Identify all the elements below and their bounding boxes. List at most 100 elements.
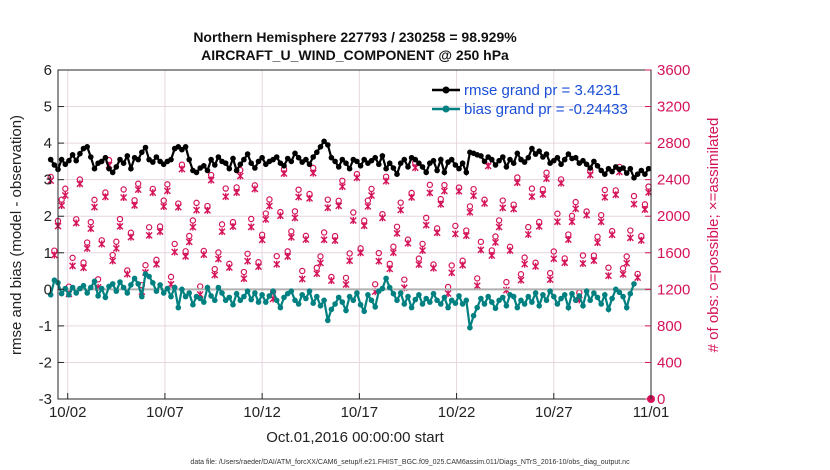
rmse-point [88,154,94,160]
bias-point [109,281,116,287]
obs-assimilated-marker [284,252,292,260]
obs-assimilated-marker [470,192,478,200]
bias-point [299,292,306,298]
bias-point [270,288,276,295]
rmse-point [306,161,313,168]
bias-point [233,290,240,297]
obs-assimilated-marker [510,205,518,213]
obs-possible-marker [503,278,510,286]
bias-point [346,293,353,300]
rmse-point [62,161,69,168]
obs-assimilated-marker [174,203,182,211]
obs-possible-marker [339,177,346,184]
left-y-tick-label: 4 [44,135,52,152]
obs-assimilated-marker [437,200,445,208]
obs-possible-marker [350,209,357,216]
left-y-tick-label: 6 [44,62,52,79]
rmse-point [346,165,353,172]
obs-assimilated-marker [357,249,365,257]
rmse-point [233,167,240,174]
plot-frame [57,69,652,400]
rmse-point [529,145,535,152]
rmse-point [401,156,408,163]
obs-possible-marker [142,262,149,269]
rmse-point [357,163,364,169]
left-y-tick-label: 0 [44,281,52,298]
bias-point [354,290,360,296]
obs-possible-marker [83,239,91,246]
obs-possible-marker [619,265,627,272]
obs-possible-marker [222,185,229,192]
bias-point [332,301,338,307]
bias-point [500,294,506,301]
obs-assimilated-marker [528,193,536,201]
obs-assimilated-marker [265,202,273,210]
bias-point [241,293,247,300]
rmse-point [423,169,430,176]
bias-point [459,301,466,307]
obs-assimilated-marker [521,260,529,268]
bias-point [171,284,178,291]
obs-possible-marker [452,222,459,230]
obs-assimilated-marker [524,230,532,238]
rmse-point [139,149,145,156]
bias-point [521,301,528,307]
rmse-point [412,156,419,163]
obs-possible-marker [390,243,397,250]
rmse-point [204,167,211,174]
bias-point [401,301,408,307]
obs-assimilated-marker [568,218,576,226]
rmse-point [419,164,426,170]
obs-possible-marker [368,185,375,193]
rmse-point [109,169,116,176]
bias-point [551,293,557,300]
bias-point [547,288,553,295]
bias-point [263,299,269,305]
obs-possible-marker [120,186,127,193]
rmse-point [259,154,265,161]
rmse-point [558,161,564,168]
bias-point [219,290,225,296]
bias-point [281,294,287,301]
bias-point [157,282,163,288]
obs-possible-marker [441,181,448,189]
bias-point [379,285,386,292]
rmse-point [142,144,149,151]
rmse-point [150,159,156,165]
obs-possible-marker [288,228,295,235]
obs-assimilated-marker [364,202,372,210]
obs-assimilated-marker [546,276,554,284]
rmse-point [642,171,648,177]
obs-assimilated-marker [331,237,339,245]
obs-assimilated-marker [623,259,631,267]
obs-assimilated-marker [160,202,168,210]
rmse-point [376,161,382,168]
bias-point [292,297,298,304]
obs-assimilated-marker [98,240,106,248]
obs-possible-marker [605,264,612,271]
rmse-point [332,158,338,165]
bias-point [558,295,564,302]
obs-possible-marker [397,199,404,206]
obs-possible-marker [196,283,204,290]
rmse-point [73,157,79,164]
obs-assimilated-marker [178,165,186,173]
obs-assimilated-marker [83,244,91,252]
rmse-point [317,144,324,150]
obs-possible-marker [623,253,630,260]
bias-point [576,293,583,299]
obs-assimilated-marker [473,282,481,290]
rmse-point [310,154,317,160]
rmse-point [66,157,72,164]
obs-assimilated-marker [207,176,215,184]
rmse-point [244,151,251,157]
rmse-point [594,163,601,169]
rmse-point [128,165,134,172]
right-y-tick-label: 400 [657,354,682,371]
rmse-point [47,156,54,163]
obs-possible-marker [517,271,525,278]
obs-possible-marker [215,249,222,256]
obs-possible-marker [317,253,324,260]
right-y-tick-label: 2800 [657,135,690,152]
